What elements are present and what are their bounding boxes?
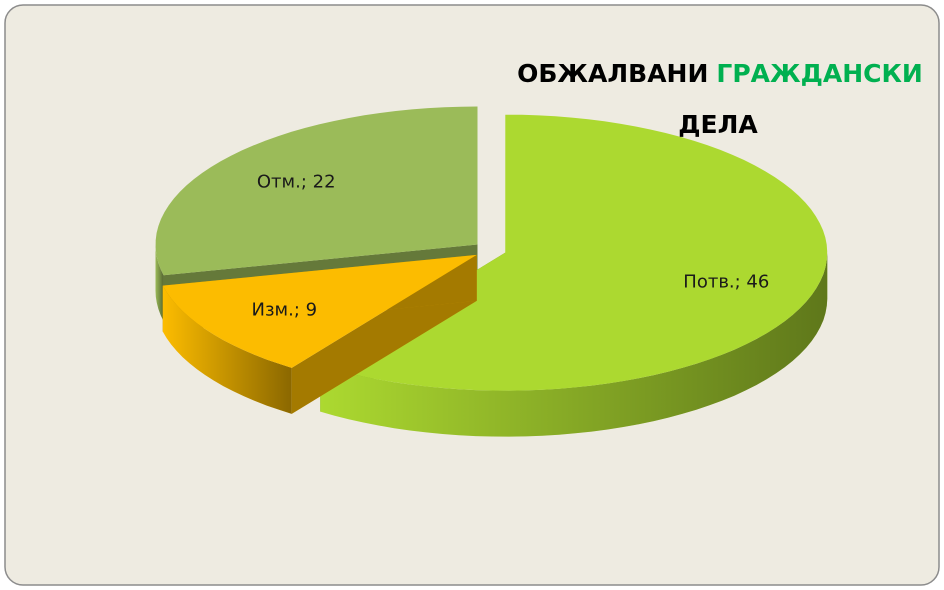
chart-title: ДЕЛА [678,110,758,139]
slice [155,106,478,276]
slice [162,254,477,368]
title-part: ОБЖАЛВАНИ [517,59,708,88]
chart-title: ОБЖАЛВАНИ ГРАЖДАНСКИ [517,59,923,88]
slice [320,114,828,391]
data-label: Потв.; 46 [683,272,769,293]
pie [155,106,828,437]
slice-wall-shade [155,244,164,322]
title-part: ГРАЖДАНСКИ [716,59,922,88]
slice-wall-shade [162,285,292,414]
slice-wall-shade [320,252,828,437]
data-label: Изм.; 9 [251,299,317,320]
data-label: Отм.; 22 [257,172,336,193]
